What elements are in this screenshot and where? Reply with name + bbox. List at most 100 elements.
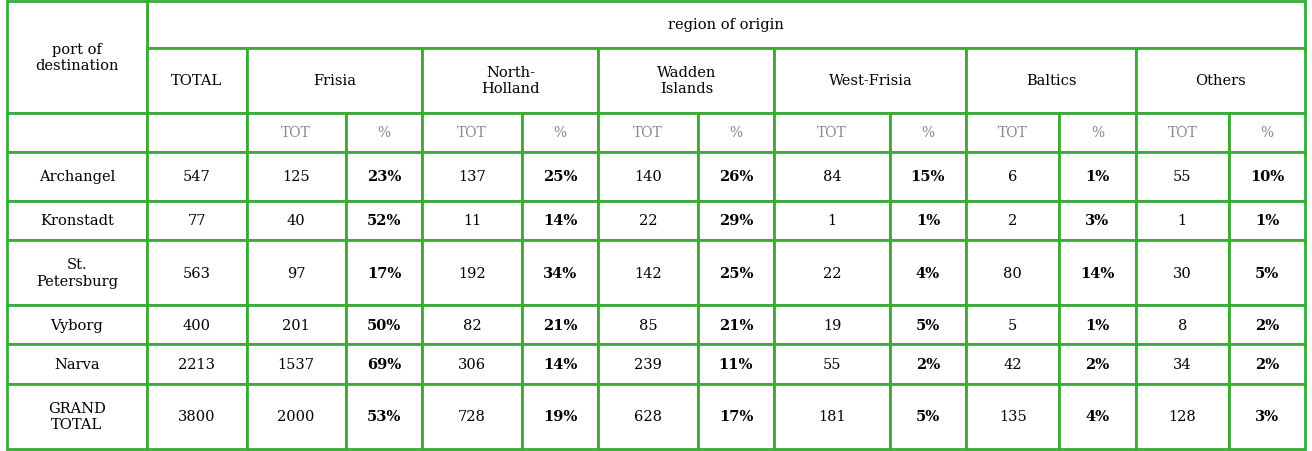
Bar — [1136, 49, 1305, 113]
Text: West-Frisia: West-Frisia — [828, 74, 912, 88]
Bar — [774, 305, 890, 345]
Bar — [247, 240, 345, 305]
Bar — [522, 113, 598, 152]
Bar — [1136, 201, 1228, 240]
Bar — [422, 305, 522, 345]
Bar — [247, 384, 345, 449]
Text: 1: 1 — [1178, 214, 1187, 228]
Bar — [247, 201, 345, 240]
Text: 728: 728 — [458, 410, 485, 423]
Text: %: % — [921, 126, 934, 140]
Text: 22: 22 — [639, 214, 657, 228]
Text: 42: 42 — [1004, 357, 1022, 371]
Bar — [345, 201, 422, 240]
Text: 5%: 5% — [916, 318, 941, 332]
Text: 82: 82 — [463, 318, 482, 332]
Bar — [967, 152, 1059, 201]
Text: 2%: 2% — [916, 357, 941, 371]
Bar — [890, 345, 967, 384]
Text: TOT: TOT — [998, 126, 1027, 140]
Text: 52%: 52% — [367, 214, 401, 228]
Bar — [967, 240, 1059, 305]
Text: %: % — [554, 126, 567, 140]
Bar — [422, 384, 522, 449]
Text: 628: 628 — [634, 410, 663, 423]
Text: %: % — [1261, 126, 1274, 140]
Text: Wadden
Islands: Wadden Islands — [657, 66, 716, 96]
Text: 137: 137 — [458, 170, 485, 184]
Text: 15%: 15% — [911, 170, 945, 184]
Bar — [967, 201, 1059, 240]
Text: 400: 400 — [182, 318, 211, 332]
Bar — [7, 2, 147, 113]
Bar — [422, 240, 522, 305]
Text: 135: 135 — [998, 410, 1026, 423]
Text: Archangel: Archangel — [39, 170, 115, 184]
Bar — [247, 345, 345, 384]
Text: 201: 201 — [282, 318, 310, 332]
Text: 10%: 10% — [1250, 170, 1284, 184]
Text: 85: 85 — [639, 318, 657, 332]
Text: 25%: 25% — [719, 266, 753, 280]
Bar — [890, 240, 967, 305]
Text: 1%: 1% — [1254, 214, 1279, 228]
Bar — [247, 305, 345, 345]
Bar — [1228, 240, 1305, 305]
Text: 23%: 23% — [367, 170, 401, 184]
Bar — [522, 240, 598, 305]
Text: GRAND
TOTAL: GRAND TOTAL — [49, 401, 106, 432]
Text: 8: 8 — [1178, 318, 1187, 332]
Bar — [774, 345, 890, 384]
Bar — [247, 152, 345, 201]
Bar — [1136, 113, 1228, 152]
Bar — [522, 152, 598, 201]
Bar — [1059, 384, 1136, 449]
Text: TOTAL: TOTAL — [172, 74, 223, 88]
Text: 142: 142 — [634, 266, 661, 280]
Text: 563: 563 — [182, 266, 211, 280]
Bar — [147, 152, 247, 201]
Bar — [422, 345, 522, 384]
Bar — [774, 240, 890, 305]
Bar — [7, 113, 147, 152]
Text: 1%: 1% — [1085, 318, 1110, 332]
Bar — [147, 113, 247, 152]
Text: 128: 128 — [1169, 410, 1197, 423]
Text: TOT: TOT — [817, 126, 846, 140]
Bar — [774, 201, 890, 240]
Text: 1537: 1537 — [278, 357, 315, 371]
Bar — [1136, 305, 1228, 345]
Bar — [7, 384, 147, 449]
Text: 19%: 19% — [543, 410, 577, 423]
Bar — [1059, 345, 1136, 384]
Bar — [890, 384, 967, 449]
Text: 22: 22 — [823, 266, 841, 280]
Text: 5: 5 — [1008, 318, 1017, 332]
Text: Others: Others — [1195, 74, 1246, 88]
Bar — [1059, 240, 1136, 305]
Bar — [345, 305, 422, 345]
Bar — [698, 384, 774, 449]
Bar — [1136, 384, 1228, 449]
Bar — [1228, 152, 1305, 201]
Text: 25%: 25% — [543, 170, 577, 184]
Text: 1: 1 — [828, 214, 837, 228]
Bar — [422, 152, 522, 201]
Text: 84: 84 — [823, 170, 841, 184]
Bar — [1059, 152, 1136, 201]
Text: 30: 30 — [1173, 266, 1191, 280]
Text: Kronstadt: Kronstadt — [39, 214, 114, 228]
Bar — [147, 384, 247, 449]
Bar — [247, 113, 345, 152]
Text: Frisia: Frisia — [314, 74, 356, 88]
Bar — [522, 345, 598, 384]
Text: 34: 34 — [1173, 357, 1191, 371]
Bar — [147, 201, 247, 240]
Bar — [522, 305, 598, 345]
Bar — [698, 240, 774, 305]
Bar — [1059, 305, 1136, 345]
Text: 3800: 3800 — [178, 410, 215, 423]
Bar — [345, 152, 422, 201]
Text: 1%: 1% — [1085, 170, 1110, 184]
Bar — [522, 384, 598, 449]
